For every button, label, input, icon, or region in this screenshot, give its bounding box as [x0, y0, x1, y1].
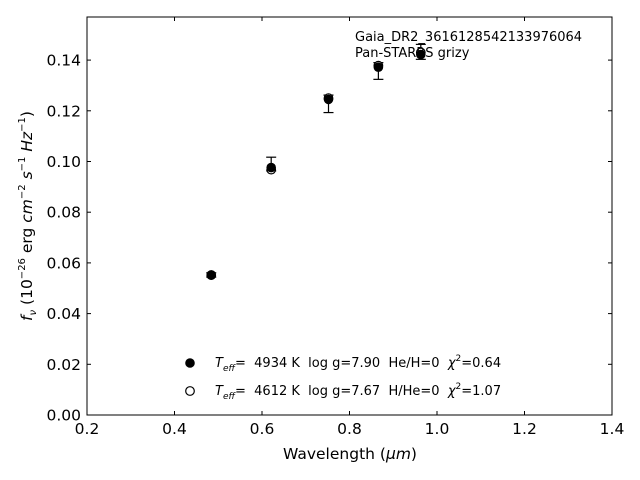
x-tick-label: 1.2: [512, 420, 537, 438]
y-tick-label: 0.06: [46, 254, 81, 272]
x-tick-label: 0.4: [162, 420, 187, 438]
x-tick-label: 1.4: [600, 420, 625, 438]
y-tick-label: 0.02: [46, 356, 81, 374]
annotation-star-id: Gaia_DR2_3616128542133976064: [355, 30, 582, 45]
y-axis-label: fν (10−26 erg cm−2 s−1 Hz−1): [17, 111, 39, 321]
x-tick-label: 1.0: [425, 420, 450, 438]
y-tick-label: 0.00: [46, 407, 81, 425]
data-point-filled: [416, 49, 426, 60]
legend-marker-open: [185, 386, 195, 396]
plot-area: [86, 16, 613, 416]
data-point-filled: [206, 270, 217, 280]
x-tick-label: 0.8: [337, 420, 362, 438]
data-point-filled: [266, 162, 276, 173]
axis-ticks: 0.2 0.4 0.6 0.8 1.0 1.2 1.4 0.00 0.02 0.04 0.06 0.0…: [46, 17, 624, 438]
x-axis-label: Wavelength (μm): [283, 445, 417, 463]
x-tick-label: 0.2: [75, 420, 100, 438]
y-tick-label: 0.12: [46, 102, 81, 120]
x-tick-label: 0.6: [250, 420, 275, 438]
data-point-filled: [373, 62, 384, 72]
y-tick-label: 0.04: [46, 305, 81, 323]
y-tick-label: 0.14: [46, 52, 81, 70]
legend-entry-1: Teff= 4934 K log g=7.90 He/H=0 χ2=0.64: [215, 354, 501, 374]
data-points: [206, 47, 426, 280]
legend: Teff= 4934 K log g=7.90 He/H=0 χ2=0.64 T…: [185, 354, 501, 402]
y-tick-label: 0.08: [46, 204, 81, 222]
legend-entry-2: Teff= 4612 K log g=7.67 H/He=0 χ2=1.07: [215, 382, 501, 402]
data-point-filled: [323, 94, 334, 105]
legend-marker-filled: [185, 358, 195, 368]
y-tick-label: 0.10: [46, 153, 81, 171]
annotation-survey: Pan-STARRS grizy: [355, 46, 470, 61]
